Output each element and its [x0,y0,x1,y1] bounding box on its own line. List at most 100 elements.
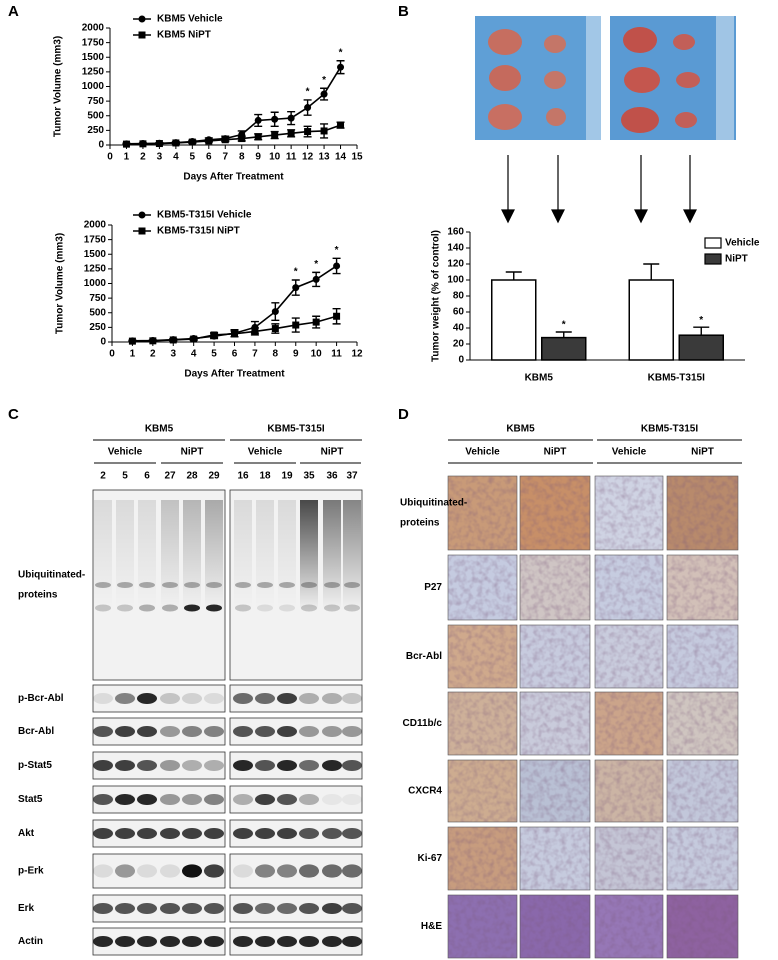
marker [139,140,147,148]
row-label: H&E [421,921,442,932]
legend-marker [138,15,146,23]
blot-band [255,726,275,737]
x-tick-label: 11 [286,152,297,163]
ihc-texture [667,895,738,958]
marker [304,104,312,112]
marker [312,275,320,283]
legend-label: KBM5-T315I NiPT [157,226,240,237]
x-tick-label: 7 [252,349,258,360]
blot-band [204,693,224,704]
blot-band [277,726,297,737]
y-tick-label: 750 [89,293,106,304]
ihc-texture [667,476,738,550]
legend-swatch [704,237,722,249]
ihc-texture [595,827,663,890]
blot-band [204,828,224,839]
x-tick-label: 6 [232,349,238,360]
blot-band [204,903,224,914]
blot-band [115,760,135,771]
x-tick-label: 14 [335,152,347,163]
annotation: * [314,259,318,270]
blot-band [233,828,253,839]
ihc-texture [667,760,738,822]
blot-band [299,794,319,805]
arrows [501,155,697,224]
x-tick-label: 0 [107,152,113,163]
legend-label: KBM5 NiPT [157,30,211,41]
blot-band [255,828,275,839]
sample-label: 28 [186,471,198,482]
sample-label: 37 [346,471,358,482]
subgroup-label: Vehicle [248,447,283,458]
blot-band [137,760,157,771]
blot-band [182,760,202,771]
x-tick-label: 1 [124,152,130,163]
blot-smear [300,500,318,610]
bar [628,279,674,361]
y-axis-label: Tumor Volume (mm3) [55,233,66,334]
blot-band [299,936,319,947]
x-axis-label: Days After Treatment [183,172,284,183]
blot-band [277,693,297,704]
row-label: p-Stat5 [18,760,52,771]
ihc-texture [520,625,590,688]
x-axis-label: Days After Treatment [184,369,285,380]
row-label: p-Erk [18,866,44,877]
blot-band [115,903,135,914]
blot-band [344,604,360,612]
row-label: Erk [18,903,35,914]
bar [491,279,537,361]
blot-band [160,936,180,947]
row-label: Ubiquitinated- [400,498,467,509]
x-tick-label: 1 [130,349,136,360]
marker [271,308,279,316]
ihc-texture [520,760,590,822]
blot-band [115,864,135,878]
marker [333,312,341,320]
y-tick-label: 750 [87,96,104,107]
blot-band [182,864,202,878]
blot-band [162,582,178,588]
blot-band [342,794,362,805]
marker [128,337,136,345]
marker [287,129,295,137]
ihc-texture [448,760,517,822]
blot-band [182,936,202,947]
blot-band [182,726,202,737]
x-tick-label: 6 [206,152,212,163]
blot-band [342,726,362,737]
blot-band [255,864,275,878]
marker [254,116,262,124]
blot-band [233,693,253,704]
blot-band [93,864,113,878]
sample-label: 18 [259,471,271,482]
y-tick-label: 250 [87,125,104,136]
ihc-texture [448,895,517,958]
row-label: Bcr-Abl [18,726,54,737]
legend-label: KBM5 Vehicle [157,14,223,25]
blot-smear [343,500,361,610]
ihc-texture [448,692,517,755]
x-tick-label: 12 [302,152,314,163]
blot-band [137,903,157,914]
row-label: Ki-67 [418,853,443,864]
panel-label: B [398,3,409,20]
y-tick-label: 2000 [82,23,105,34]
blot-smear [94,500,112,610]
annotation: * [339,47,343,58]
x-tick-label: 7 [222,152,228,163]
blot-band [235,604,251,612]
ihc-texture [520,555,590,620]
blot-band [137,864,157,878]
blot-band [204,864,224,878]
marker [271,115,279,123]
blot-band [160,693,180,704]
legend-label: KBM5-T315I Vehicle [157,210,252,221]
annotation: * [699,315,703,326]
y-tick-label: 0 [98,140,104,151]
blot-band [342,693,362,704]
y-tick-label: 500 [89,307,106,318]
blot-band [93,936,113,947]
marker [238,135,246,143]
